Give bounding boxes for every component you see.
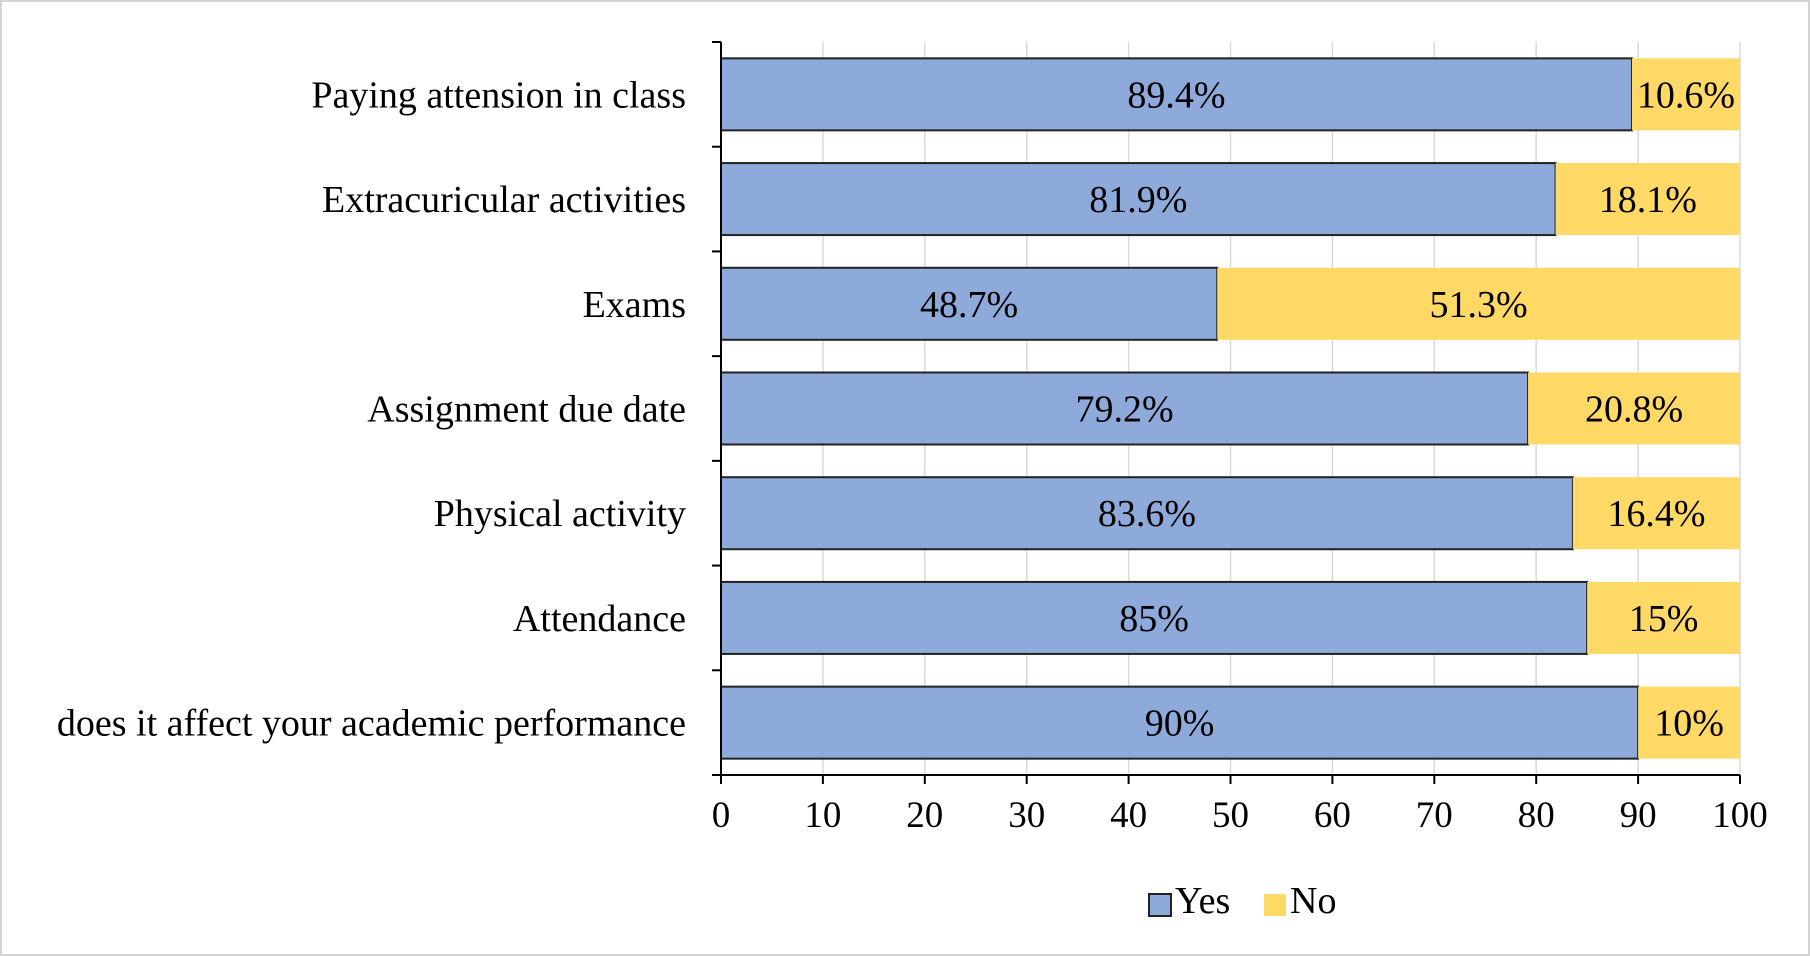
labels: 89.4% 10.6% Paying attension in class 81.9%… [57, 74, 1768, 836]
category-label-does-it-affect-your-academic-performance: does it affect your academic performance [57, 703, 686, 745]
x-tick-label-90: 90 [1620, 795, 1657, 836]
data-label-yes-attendance: 85% [1119, 598, 1189, 640]
legend-label-yes: Yes [1175, 880, 1230, 922]
legend-swatch-yes [1148, 893, 1172, 917]
bar-no-attendance [1587, 581, 1740, 654]
data-label-yes-does-it-affect-your-academic-performance: 90% [1145, 703, 1215, 745]
data-label-yes-extracuricular-activities: 81.9% [1089, 179, 1187, 221]
data-label-yes-paying-attension-in-class: 89.4% [1127, 74, 1225, 116]
category-label-paying-attension-in-class: Paying attension in class [311, 74, 686, 116]
x-tick-label-100: 100 [1712, 795, 1768, 836]
bar-yes-assignment-due-date [720, 371, 1530, 446]
bar-no-extracuricular-activities [1555, 163, 1740, 236]
data-label-yes-physical-activity: 83.6% [1098, 493, 1196, 535]
category-label-extracuricular-activities: Extracuricular activities [322, 179, 686, 221]
x-tick-label-60: 60 [1314, 795, 1351, 836]
x-tick-label-30: 30 [1008, 795, 1045, 836]
data-label-no-attendance: 15% [1629, 598, 1699, 640]
data-label-no-exams: 51.3% [1430, 284, 1528, 326]
data-label-yes-assignment-due-date: 79.2% [1075, 389, 1173, 431]
bar-yes-extracuricular-activities [720, 162, 1557, 237]
legend-label-no: No [1290, 880, 1336, 922]
x-tick-label-80: 80 [1518, 795, 1555, 836]
bar-yes-does-it-affect-your-academic-performance [720, 685, 1640, 760]
bar-no-paying-attension-in-class [1631, 58, 1740, 131]
bar-yes-physical-activity [720, 476, 1574, 551]
axes [712, 41, 1741, 784]
bar-no-physical-activity [1572, 477, 1740, 550]
bar-yes-exams [720, 266, 1219, 341]
data-label-no-assignment-due-date: 20.8% [1585, 389, 1683, 431]
x-tick-label-20: 20 [906, 795, 943, 836]
category-label-attendance: Attendance [513, 598, 686, 640]
category-label-exams: Exams [583, 284, 686, 326]
x-tick-label-70: 70 [1416, 795, 1453, 836]
legend: Yes No [1148, 880, 1336, 922]
bar-yes-attendance [720, 580, 1589, 655]
data-label-no-physical-activity: 16.4% [1607, 493, 1705, 535]
data-label-yes-exams: 48.7% [920, 284, 1018, 326]
bar-no-assignment-due-date [1528, 372, 1740, 445]
bar-no-does-it-affect-your-academic-performance [1638, 686, 1740, 759]
data-label-no-does-it-affect-your-academic-performance: 10% [1654, 703, 1724, 745]
category-label-physical-activity: Physical activity [434, 493, 686, 535]
data-label-no-extracuricular-activities: 18.1% [1599, 179, 1697, 221]
x-tick-label-10: 10 [804, 795, 841, 836]
bars [720, 57, 1740, 760]
category-label-assignment-due-date: Assignment due date [367, 389, 686, 431]
x-tick-label-50: 50 [1212, 795, 1249, 836]
bar-no-exams [1217, 267, 1740, 340]
legend-swatch-no [1264, 894, 1286, 916]
x-tick-label-40: 40 [1110, 795, 1147, 836]
data-label-no-paying-attension-in-class: 10.6% [1637, 74, 1735, 116]
x-tick-label-0: 0 [712, 795, 731, 836]
